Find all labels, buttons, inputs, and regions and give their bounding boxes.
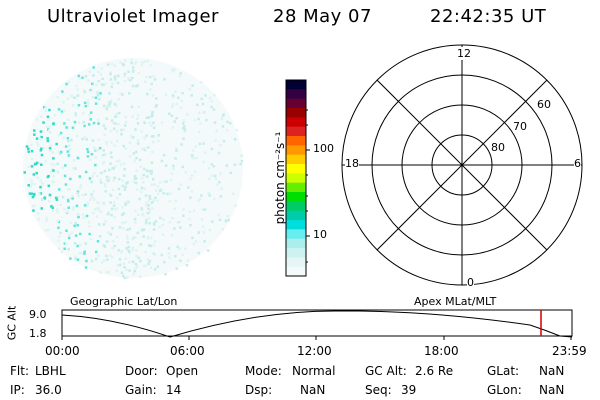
colorbar-segment [286, 238, 306, 249]
lat-label-60: 60 [537, 98, 551, 111]
x-tick-1800: 18:00 [424, 344, 459, 358]
seq-label: Seq: [365, 383, 392, 397]
colorbar-unit-label: photon cm⁻²s⁻¹ [273, 131, 287, 225]
y-tick-1-8: 1.8 [29, 327, 47, 340]
colorbar-segment [286, 257, 306, 268]
colorbar-segment [286, 266, 306, 277]
flt-value: LBHL [35, 364, 66, 378]
colorbar-segment [286, 89, 306, 100]
uv-image [23, 58, 244, 280]
colorbar-segment [286, 220, 306, 230]
flt-label: Flt: [10, 364, 29, 378]
geographic-label: Geographic Lat/Lon [70, 295, 178, 308]
dsp-label: Dsp: [245, 383, 273, 397]
time-label: 22:42:35 UT [430, 6, 547, 27]
gc-alt-value: 2.6 Re [415, 364, 454, 378]
dsp-value: NaN [300, 383, 326, 397]
x-tick-0000: 00:00 [45, 344, 80, 358]
apex-label: Apex MLat/MLT [414, 295, 497, 308]
colorbar-segment [286, 136, 306, 146]
colorbar-segment [286, 173, 306, 184]
colorbar-tick-10: 10 [313, 228, 327, 241]
glat-value: NaN [539, 364, 565, 378]
x-tick-1200: 12:00 [297, 344, 332, 358]
colorbar-segment [286, 164, 306, 174]
glon-label: GLon: [487, 383, 522, 397]
ip-value: 36.0 [35, 383, 62, 397]
colorbar-segment [286, 154, 306, 165]
instrument-title: Ultraviolet Imager [47, 6, 219, 27]
lat-label-70: 70 [513, 120, 527, 133]
door-label: Door: [125, 364, 158, 378]
glat-label: GLat: [487, 364, 520, 378]
colorbar-segment [286, 108, 306, 118]
colorbar [285, 79, 310, 277]
colorbar-segment [286, 201, 306, 212]
glon-value: NaN [539, 383, 565, 397]
mlt-label-6: 6 [574, 157, 581, 170]
colorbar-segment [286, 126, 306, 137]
polar-grid [341, 44, 583, 286]
colorbar-segment [286, 210, 306, 221]
ip-label: IP: [10, 383, 25, 397]
colorbar-tick-100: 100 [313, 142, 334, 155]
x-tick-2359: 23:59 [552, 344, 587, 358]
seq-value: 39 [401, 383, 417, 397]
colorbar-segment [286, 80, 306, 90]
gain-value: 14 [166, 383, 182, 397]
x-tick-0600: 06:00 [170, 344, 205, 358]
lat-label-80: 80 [491, 141, 505, 154]
colorbar-segment [286, 98, 306, 109]
colorbar-segment [286, 192, 306, 202]
mlt-label-12: 12 [456, 47, 472, 60]
gc-alt-label: GC Alt: [365, 364, 407, 378]
gain-label: Gain: [125, 383, 157, 397]
altitude-plot [61, 309, 573, 340]
colorbar-segment [286, 182, 306, 193]
colorbar-segment [286, 145, 306, 156]
y-axis-label: GC Alt [5, 305, 19, 341]
y-tick-9: 9.0 [29, 308, 47, 321]
colorbar-segment [286, 229, 306, 240]
door-value: Open [166, 364, 199, 378]
mode-label: Mode: [245, 364, 282, 378]
mlt-label-18: 18 [345, 157, 359, 170]
colorbar-segment [286, 117, 306, 128]
date-label: 28 May 07 [273, 6, 372, 27]
mlt-label-0: 0 [467, 276, 474, 289]
colorbar-segment [286, 248, 306, 258]
mode-value: Normal [292, 364, 336, 378]
